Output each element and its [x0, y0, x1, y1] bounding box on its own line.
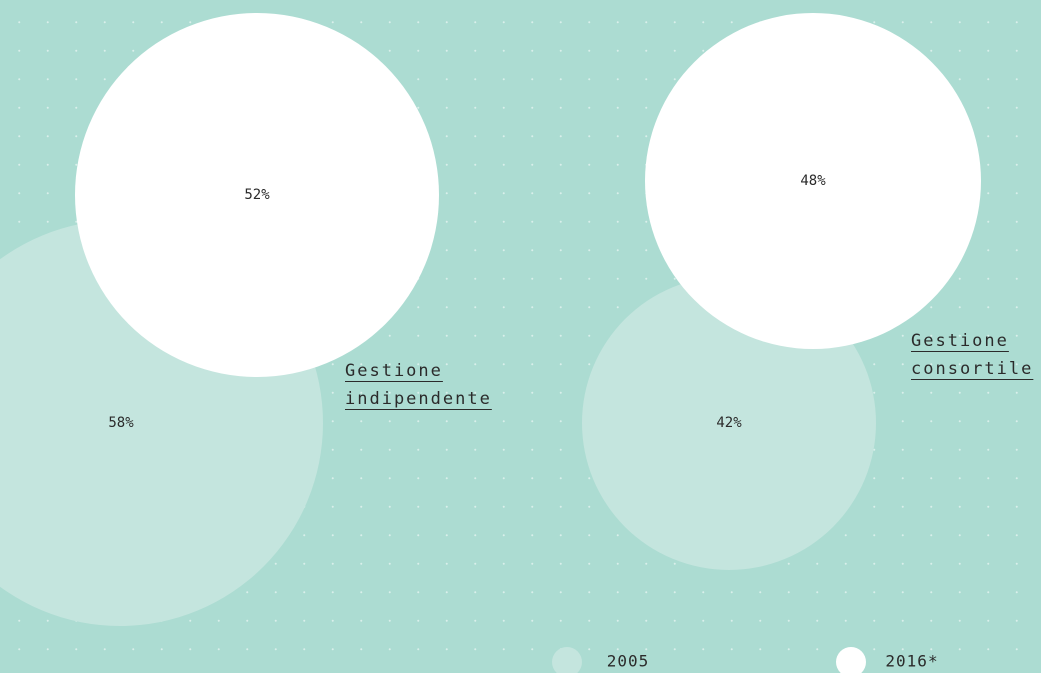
- value-label: 58%: [108, 415, 134, 431]
- legend-label: 2016*: [885, 652, 938, 671]
- value-label: 42%: [716, 415, 742, 431]
- category-label: Gestione indipendente: [345, 361, 492, 409]
- value-label: 48%: [800, 173, 826, 189]
- legend-label: 2005: [607, 652, 650, 671]
- bubble: [645, 13, 981, 349]
- legend-swatch: [836, 647, 866, 673]
- category-label: Gestione consortile: [911, 331, 1034, 379]
- legend-swatch: [552, 647, 582, 673]
- bubble: [582, 276, 876, 570]
- value-label: 52%: [244, 187, 270, 203]
- bubble: [75, 13, 439, 377]
